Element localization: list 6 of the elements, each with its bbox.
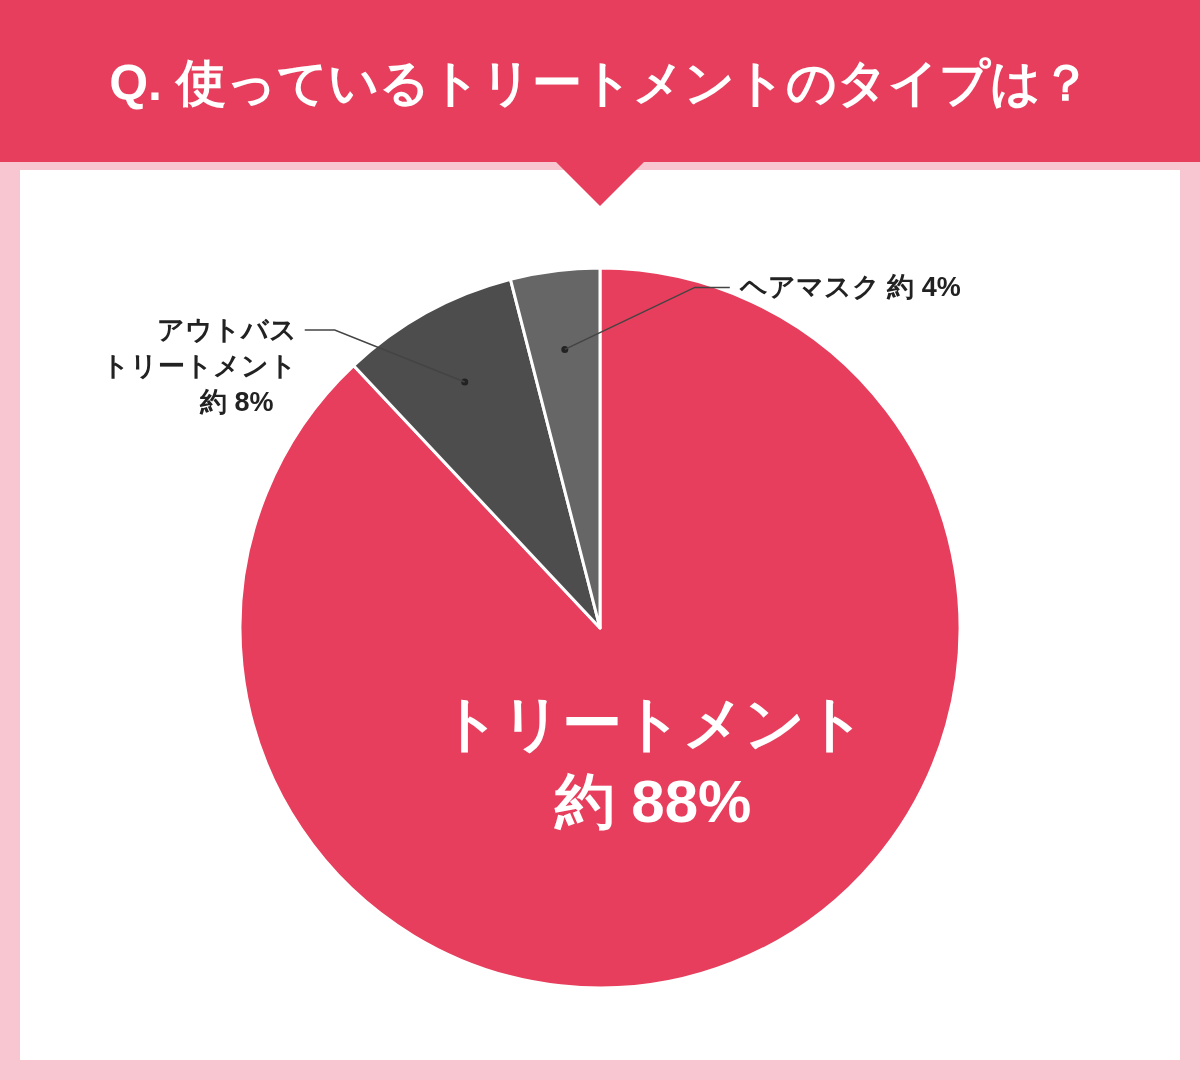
data-label: 約 88%: [553, 767, 752, 835]
slice-label: ヘアマスク 約 4%: [738, 272, 961, 303]
slice-label: アウトバストリートメント: [101, 314, 297, 381]
slice-label: トリートメント: [440, 689, 867, 757]
chart-title: Q. 使っているトリートメントのタイプは？: [109, 55, 1091, 111]
data-label: 約 8%: [198, 386, 274, 417]
